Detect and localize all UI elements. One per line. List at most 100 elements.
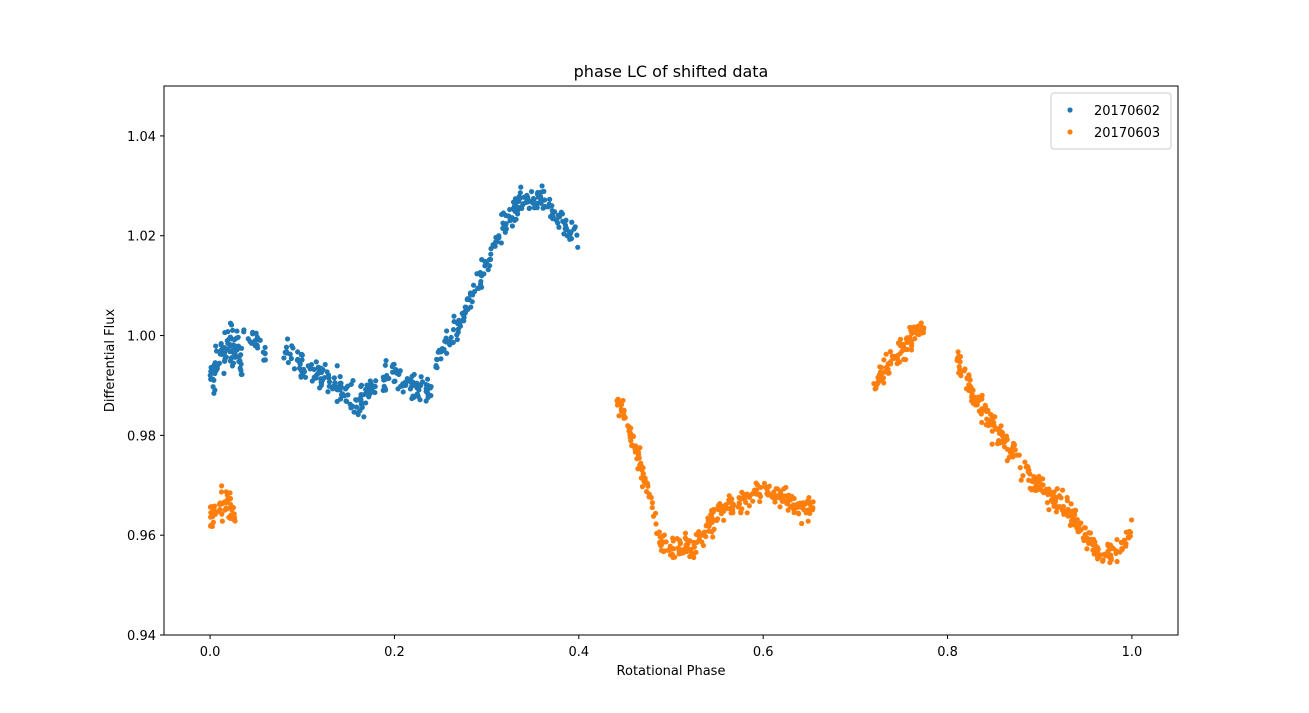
data-point-series-1 — [547, 203, 553, 209]
data-point-series-1 — [234, 328, 240, 334]
data-point-series-1 — [326, 383, 332, 389]
data-point-series-2 — [219, 483, 225, 489]
data-point-series-1 — [317, 385, 323, 391]
data-point-series-2 — [710, 534, 716, 540]
data-point-series-1 — [345, 392, 351, 398]
data-point-series-2 — [1094, 553, 1101, 559]
data-point-series-2 — [654, 530, 660, 537]
data-point-series-2 — [1023, 464, 1029, 470]
data-point-series-2 — [657, 542, 664, 549]
data-point-series-2 — [688, 550, 695, 556]
data-point-series-2 — [706, 517, 712, 523]
data-point-series-2 — [878, 364, 885, 371]
data-point-series-2 — [974, 402, 980, 408]
data-point-series-2 — [731, 502, 737, 508]
data-point-series-2 — [1041, 489, 1047, 495]
y-axis-label: Differential Flux — [103, 309, 118, 413]
data-point-series-2 — [783, 484, 789, 491]
data-point-series-2 — [1036, 473, 1042, 479]
data-point-series-1 — [350, 377, 356, 384]
data-point-series-1 — [213, 343, 219, 349]
data-point-series-2 — [955, 349, 961, 355]
data-point-series-2 — [649, 504, 655, 511]
data-point-series-1 — [482, 263, 488, 269]
x-tick-label: 0.0 — [200, 645, 221, 660]
data-point-series-2 — [639, 484, 646, 490]
data-point-series-2 — [764, 491, 770, 497]
data-point-series-2 — [630, 433, 636, 439]
data-point-series-2 — [669, 546, 676, 552]
data-point-series-2 — [614, 397, 620, 404]
data-point-series-1 — [382, 387, 389, 393]
data-point-series-2 — [791, 503, 797, 509]
data-point-series-1 — [539, 183, 545, 189]
y-tick-label: 1.02 — [127, 230, 156, 245]
data-point-series-1 — [221, 344, 228, 351]
data-point-series-1 — [218, 340, 224, 347]
data-point-series-2 — [678, 550, 685, 556]
data-point-series-1 — [492, 239, 499, 245]
data-point-series-2 — [908, 327, 914, 334]
data-point-series-1 — [563, 225, 569, 231]
data-point-series-1 — [568, 236, 575, 242]
data-point-series-2 — [637, 445, 643, 451]
x-axis-label: Rotational Phase — [617, 664, 726, 679]
data-point-series-2 — [806, 495, 812, 501]
data-point-series-1 — [382, 362, 388, 368]
data-point-series-2 — [1040, 482, 1046, 488]
data-point-series-2 — [227, 490, 233, 496]
data-point-series-2 — [645, 481, 651, 487]
data-point-series-1 — [357, 396, 363, 402]
data-point-series-1 — [409, 395, 415, 402]
data-point-series-1 — [211, 377, 217, 383]
data-point-series-2 — [1004, 446, 1011, 452]
data-point-series-1 — [424, 376, 431, 382]
data-point-series-2 — [962, 366, 968, 372]
chart-title: phase LC of shifted data — [574, 62, 769, 81]
data-point-series-1 — [221, 370, 227, 376]
data-point-series-2 — [905, 338, 911, 344]
data-point-series-1 — [213, 348, 220, 354]
data-point-series-2 — [641, 478, 647, 485]
data-point-series-2 — [982, 402, 988, 409]
data-point-series-2 — [1113, 550, 1119, 557]
data-point-series-2 — [218, 489, 225, 495]
data-point-series-1 — [353, 404, 360, 410]
data-point-series-2 — [774, 494, 780, 501]
data-point-series-2 — [1105, 548, 1111, 554]
data-point-series-1 — [572, 224, 578, 230]
data-point-series-1 — [307, 365, 313, 371]
data-point-series-1 — [520, 201, 526, 207]
data-point-series-1 — [511, 217, 518, 223]
data-point-series-2 — [989, 416, 995, 422]
data-point-series-2 — [915, 323, 921, 329]
data-point-series-2 — [777, 488, 784, 494]
data-point-series-2 — [1117, 549, 1123, 555]
data-point-series-1 — [245, 336, 251, 342]
data-point-series-1 — [486, 256, 493, 263]
data-point-series-1 — [383, 357, 389, 364]
x-axis: 0.0 0.2 0.4 0.6 0.8 1.0 — [200, 635, 1142, 660]
data-point-series-1 — [554, 217, 560, 223]
data-point-series-1 — [366, 388, 373, 394]
data-point-series-2 — [956, 364, 962, 370]
data-point-series-2 — [909, 343, 915, 349]
data-point-series-1 — [427, 385, 433, 391]
data-point-series-2 — [718, 511, 725, 517]
data-point-series-2 — [669, 551, 675, 557]
data-point-series-1 — [442, 338, 448, 344]
data-point-series-1 — [298, 352, 304, 358]
data-point-series-2 — [691, 544, 697, 550]
data-point-series-2 — [217, 506, 223, 513]
data-point-series-1 — [404, 376, 410, 382]
data-point-series-1 — [296, 365, 303, 371]
data-point-series-1 — [285, 359, 291, 366]
data-point-series-1 — [455, 329, 461, 335]
data-point-series-2 — [878, 370, 885, 377]
data-point-series-2 — [699, 532, 705, 538]
data-point-series-2 — [883, 351, 889, 357]
data-point-series-1 — [567, 231, 573, 237]
data-point-series-2 — [635, 449, 642, 455]
legend-label: 20170603 — [1094, 126, 1160, 141]
data-point-series-1 — [221, 358, 228, 364]
